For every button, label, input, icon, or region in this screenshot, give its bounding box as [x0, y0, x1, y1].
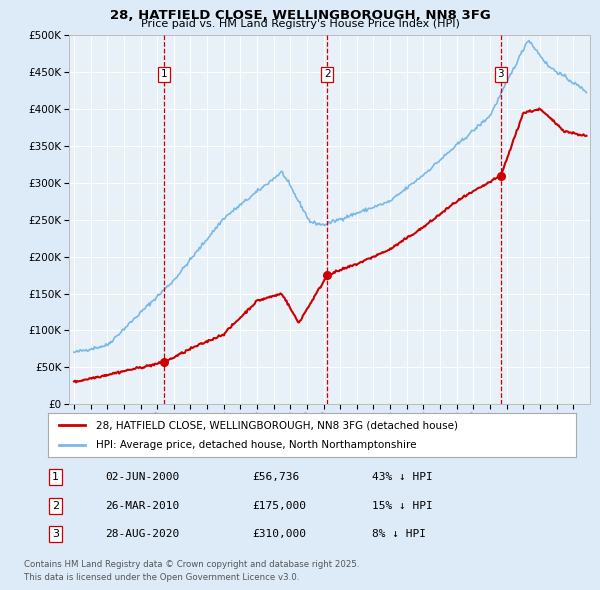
Text: 1: 1 [52, 473, 59, 482]
Text: 28, HATFIELD CLOSE, WELLINGBOROUGH, NN8 3FG: 28, HATFIELD CLOSE, WELLINGBOROUGH, NN8 … [110, 9, 490, 22]
Text: 28-AUG-2020: 28-AUG-2020 [105, 529, 179, 539]
Text: £56,736: £56,736 [252, 473, 299, 482]
Text: This data is licensed under the Open Government Licence v3.0.: This data is licensed under the Open Gov… [24, 573, 299, 582]
Text: Contains HM Land Registry data © Crown copyright and database right 2025.: Contains HM Land Registry data © Crown c… [24, 560, 359, 569]
Text: 8% ↓ HPI: 8% ↓ HPI [372, 529, 426, 539]
Text: 28, HATFIELD CLOSE, WELLINGBOROUGH, NN8 3FG (detached house): 28, HATFIELD CLOSE, WELLINGBOROUGH, NN8 … [95, 421, 458, 430]
Text: 2: 2 [52, 501, 59, 510]
Text: £310,000: £310,000 [252, 529, 306, 539]
Text: 3: 3 [497, 70, 504, 80]
Text: 02-JUN-2000: 02-JUN-2000 [105, 473, 179, 482]
Text: 2: 2 [324, 70, 331, 80]
Text: Price paid vs. HM Land Registry's House Price Index (HPI): Price paid vs. HM Land Registry's House … [140, 19, 460, 30]
Text: HPI: Average price, detached house, North Northamptonshire: HPI: Average price, detached house, Nort… [95, 440, 416, 450]
Text: 43% ↓ HPI: 43% ↓ HPI [372, 473, 433, 482]
Text: 26-MAR-2010: 26-MAR-2010 [105, 501, 179, 510]
Text: 15% ↓ HPI: 15% ↓ HPI [372, 501, 433, 510]
Text: £175,000: £175,000 [252, 501, 306, 510]
Text: 1: 1 [161, 70, 167, 80]
Text: 3: 3 [52, 529, 59, 539]
